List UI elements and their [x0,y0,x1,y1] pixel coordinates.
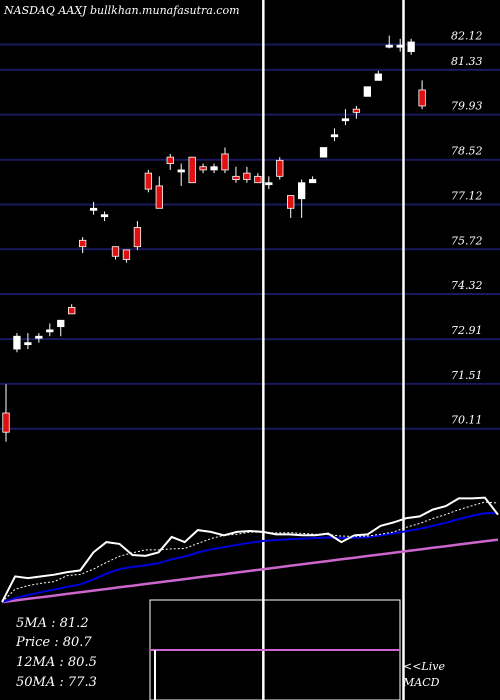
legend-price-label: Price [16,635,51,650]
y-tick-label-6: 74.32 [451,279,483,292]
candle-body-10 [111,246,120,257]
candle-body-35 [385,44,393,48]
legend-12ma-value: 80.5 [67,655,97,670]
candle-body-20 [221,153,229,171]
y-tick-label-8: 71.51 [451,369,483,382]
candle-body-34 [374,73,382,81]
legend-5ma: 5MA : 81.2 [16,616,89,631]
candle-body-0 [2,412,10,433]
legend-50ma: 50MA : 77.3 [16,675,97,690]
candle-body-33 [363,86,372,97]
candle-body-28 [308,179,317,184]
candle-body-17 [188,156,196,184]
candle-body-11 [122,249,131,260]
candle-body-4 [46,329,54,333]
candle-body-24 [265,182,273,186]
candle-body-32 [352,108,361,113]
candle-body-7 [79,239,87,248]
candle-body-6 [68,307,76,315]
macd-label: MACD [403,676,440,689]
price-line [1,496,499,603]
legend-5ma-label: 5MA [16,616,47,631]
y-tick-label-9: 70.11 [451,414,483,427]
ma5-line [1,501,499,603]
candle-body-3 [35,335,43,339]
candle-body-22 [243,172,251,180]
candle-body-9 [100,214,109,218]
candle-body-1 [13,335,21,350]
candle-body-8 [89,207,98,211]
legend-50ma-value: 77.3 [67,675,97,690]
ma12-line [1,512,499,604]
legend-50ma-label: 50MA [16,675,56,690]
candle-body-15 [166,156,174,164]
candle-body-27 [297,182,306,200]
candle-body-37 [407,41,415,52]
candle-body-18 [199,166,207,171]
candle-body-2 [24,342,32,346]
candle-body-26 [287,195,295,209]
candle-body-19 [210,166,218,171]
candle-body-21 [232,175,240,180]
y-tick-label-0: 82.12 [451,30,483,43]
y-tick-label-5: 75.72 [451,234,483,247]
candle-body-14 [155,185,163,209]
y-tick-label-3: 78.52 [451,145,483,158]
y-tick-label-1: 81.33 [451,55,483,68]
candle-body-16 [177,169,185,173]
y-tick-label-2: 79.93 [451,100,483,113]
macd-live-label: <<Live [403,660,445,673]
y-tick-label-7: 72.91 [451,324,483,337]
candle-body-31 [341,118,350,122]
legend-12ma: 12MA : 80.5 [16,655,97,670]
y-tick-label-4: 77.12 [451,189,483,202]
legend-5ma-value: 81.2 [59,616,89,631]
candle-body-29 [319,147,328,158]
legend-12ma-label: 12MA [16,655,56,670]
candle-body-5 [57,319,65,328]
candle-body-13 [144,172,153,190]
candle-body-36 [396,44,404,48]
candle-body-12 [133,227,142,248]
chart-title: NASDAQ AAXJ bullkhan.munafasutra.com [4,4,240,17]
candle-body-25 [276,159,284,177]
ma50-line [1,538,499,604]
candle-body-38 [418,89,426,107]
legend-price-value: 80.7 [62,635,92,650]
candle-body-30 [330,134,339,138]
legend-price: Price : 80.7 [16,635,92,650]
candle-body-23 [254,175,262,184]
